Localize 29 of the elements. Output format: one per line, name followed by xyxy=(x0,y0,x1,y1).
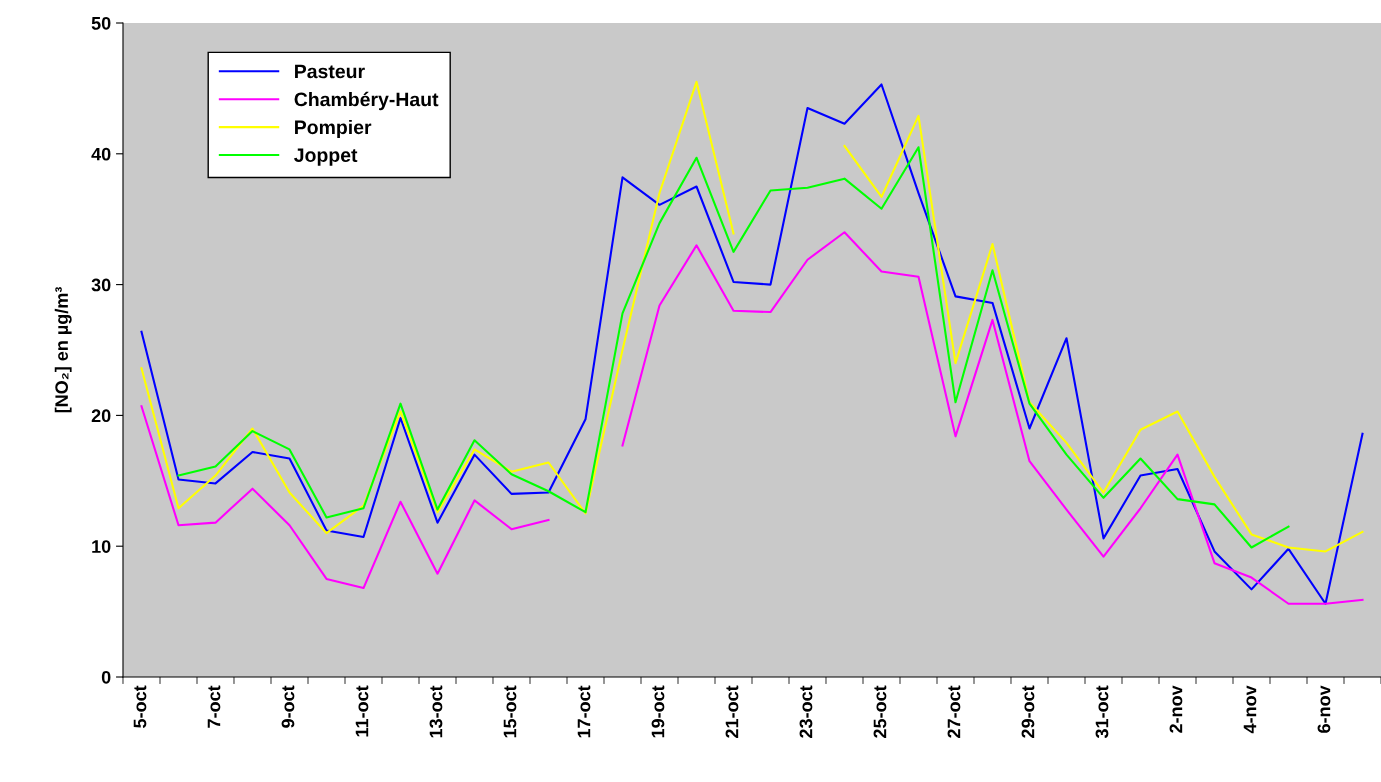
y-tick-label: 50 xyxy=(91,16,111,30)
x-tick-label: 25-oct xyxy=(873,685,887,738)
x-tick-label: 17-oct xyxy=(577,685,591,738)
legend-label: Pasteur xyxy=(295,64,365,79)
x-tick-label: 13-oct xyxy=(429,685,443,738)
x-tick-label: 21-oct xyxy=(725,685,739,738)
x-tick-label: 6-nov xyxy=(1317,685,1331,733)
legend-label: Chambéry-Haut xyxy=(294,91,439,111)
y-tick-label: 10 xyxy=(92,540,111,553)
x-tick-label: 15-oct xyxy=(503,685,517,738)
legend-label: Pompier xyxy=(295,119,372,138)
x-tick-label: 2-nov xyxy=(1169,685,1183,733)
x-tick-label: 5-oct xyxy=(133,685,147,728)
y-tick-label: 40 xyxy=(91,147,111,161)
x-tick-label: 19-oct xyxy=(651,685,665,738)
y-tick-label: 20 xyxy=(91,409,111,423)
legend-label: Joppet xyxy=(294,148,358,166)
y-axis-title: [NO₂] en µg/m³ xyxy=(54,287,72,413)
x-tick-label: 7-oct xyxy=(207,685,221,728)
x-tick-label: 9-oct xyxy=(281,685,295,728)
x-tick-label: 11-oct xyxy=(355,685,369,737)
x-tick-label: 29-oct xyxy=(1021,685,1035,738)
y-tick-label: 30 xyxy=(91,278,111,292)
x-tick-label: 27-oct xyxy=(947,685,961,738)
x-tick-label: 23-oct xyxy=(799,685,813,738)
x-tick-label: 31-oct xyxy=(1095,685,1109,739)
x-tick-label: 4-nov xyxy=(1243,685,1257,734)
y-tick-label: 0 xyxy=(101,670,111,684)
line-series xyxy=(177,146,1290,549)
